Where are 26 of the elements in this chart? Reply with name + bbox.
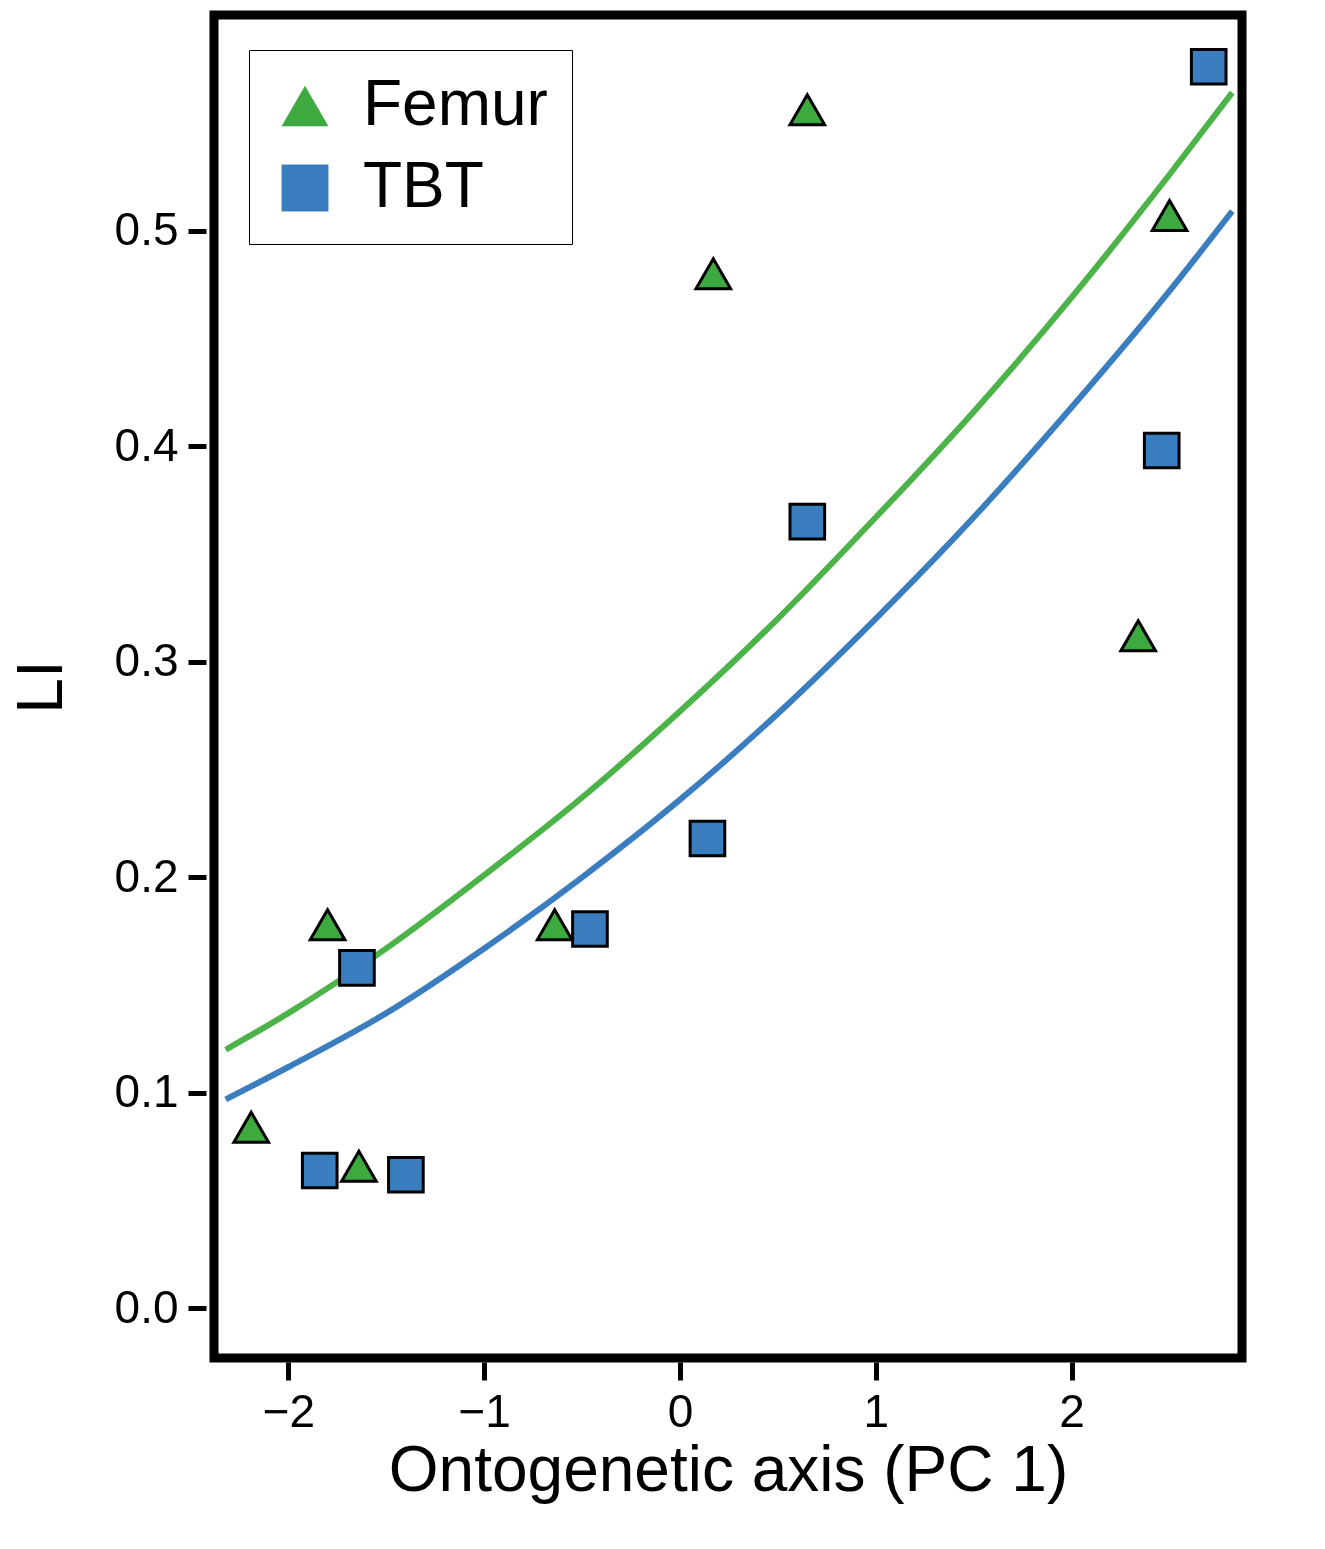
y-tick-label: 0.1 xyxy=(114,1065,179,1118)
point xyxy=(1189,47,1228,86)
legend-label: TBT xyxy=(363,149,484,221)
point xyxy=(300,1151,339,1190)
y-tick-label: 0.4 xyxy=(114,418,179,471)
y-axis-title: LI xyxy=(3,660,76,714)
legend-label: Femur xyxy=(363,67,548,139)
y-tick-label: 0.0 xyxy=(114,1280,179,1333)
point xyxy=(338,949,376,987)
point xyxy=(694,257,733,291)
point xyxy=(788,502,827,541)
point xyxy=(387,1155,425,1194)
point xyxy=(788,93,827,127)
point xyxy=(1119,619,1158,653)
x-tick-label: −2 xyxy=(262,1384,316,1437)
point xyxy=(571,910,609,948)
point xyxy=(535,908,574,942)
point xyxy=(308,908,347,942)
y-tick-label: 0.2 xyxy=(114,849,179,902)
y-tick-label: 0.3 xyxy=(114,634,179,687)
point xyxy=(1142,431,1181,470)
y-tick-label: 0.5 xyxy=(114,203,179,256)
point xyxy=(232,1110,271,1144)
point xyxy=(1150,198,1189,232)
point xyxy=(340,1149,378,1183)
point xyxy=(688,819,727,858)
